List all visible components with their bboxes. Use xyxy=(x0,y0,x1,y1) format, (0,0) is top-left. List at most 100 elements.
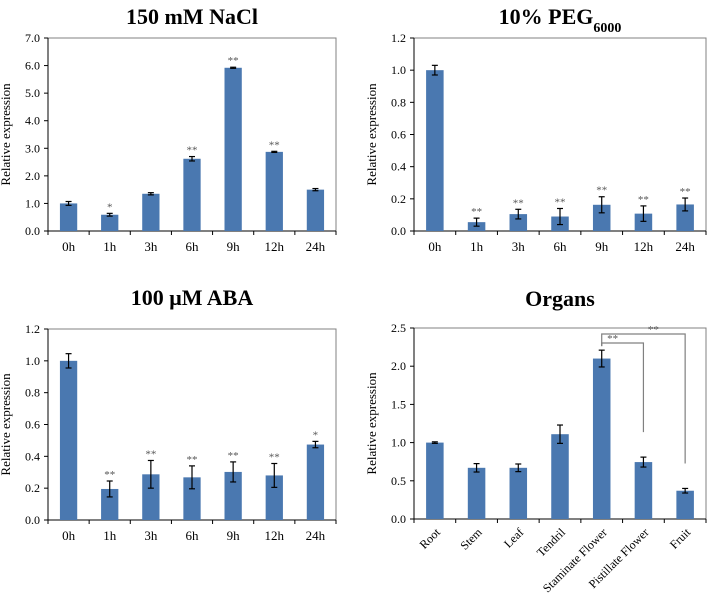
y-tick-label: 6.0 xyxy=(25,59,40,73)
x-tick-label: Leaf xyxy=(501,525,526,550)
bar xyxy=(634,213,653,231)
x-tick-label: 9h xyxy=(227,239,241,254)
x-tick-label: 1h xyxy=(103,239,117,254)
y-axis-label: Relative expression xyxy=(0,83,13,186)
y-tick-label: 0.0 xyxy=(391,512,406,526)
y-tick-label: 1.0 xyxy=(25,354,40,368)
bracket-label: ** xyxy=(648,324,659,336)
bar xyxy=(265,475,283,520)
x-tick-label: 6h xyxy=(186,528,200,543)
bar xyxy=(142,193,160,231)
y-tick-label: 3.0 xyxy=(25,141,40,155)
significance-label: ** xyxy=(228,55,239,67)
y-tick-label: 0.8 xyxy=(25,386,40,400)
x-tick-label: 12h xyxy=(634,239,654,254)
y-tick-label: 0.6 xyxy=(25,418,40,432)
significance-label: ** xyxy=(228,450,239,462)
y-tick-label: 4.0 xyxy=(25,114,40,128)
significance-label: ** xyxy=(269,139,280,151)
y-axis-label: Relative expression xyxy=(0,373,13,476)
y-tick-label: 0.2 xyxy=(25,481,40,495)
bar xyxy=(183,477,201,520)
chart-title-subscript: 6000 xyxy=(593,21,621,36)
x-tick-label: 1h xyxy=(470,239,484,254)
chart-title: 10% PEG6000 xyxy=(499,4,622,36)
bracket-label: ** xyxy=(607,333,618,345)
bar xyxy=(634,462,653,519)
y-tick-label: 5.0 xyxy=(25,86,40,100)
x-tick-label: 9h xyxy=(595,239,609,254)
y-tick-label: 1.2 xyxy=(25,322,40,336)
x-tick-label: 1h xyxy=(103,528,117,543)
x-tick-label: Tendril xyxy=(534,525,569,560)
bar xyxy=(59,203,78,231)
bar xyxy=(426,442,444,519)
bar xyxy=(509,214,528,231)
y-tick-label: 0.0 xyxy=(25,513,40,527)
x-tick-label: 3h xyxy=(144,528,158,543)
y-axis-label: Relative expression xyxy=(364,372,379,475)
x-tick-label: Stem xyxy=(457,525,485,553)
y-tick-label: 0.8 xyxy=(391,95,406,109)
x-tick-label: 12h xyxy=(265,528,285,543)
bar xyxy=(183,158,201,231)
y-tick-label: 0.0 xyxy=(25,224,40,238)
chart-title: 100 μM ABA xyxy=(131,285,254,310)
x-tick-label: 3h xyxy=(512,239,526,254)
bar xyxy=(509,467,528,519)
significance-label: ** xyxy=(513,197,524,209)
y-tick-label: 2.0 xyxy=(25,169,40,183)
bar xyxy=(592,204,611,231)
significance-label: ** xyxy=(680,186,691,198)
y-tick-label: 0.0 xyxy=(391,224,406,238)
y-tick-label: 7.0 xyxy=(25,31,40,45)
x-tick-label: 0h xyxy=(62,239,76,254)
y-tick-label: 1.0 xyxy=(391,63,406,77)
chart-title: Organs xyxy=(525,286,595,311)
y-tick-label: 1.2 xyxy=(391,31,406,45)
y-tick-label: 0.4 xyxy=(391,160,406,174)
x-tick-label: 24h xyxy=(306,528,326,543)
x-tick-label: 0h xyxy=(428,239,442,254)
x-tick-label: 12h xyxy=(265,239,285,254)
y-tick-label: 0.6 xyxy=(391,128,406,142)
significance-label: * xyxy=(107,201,113,213)
bar xyxy=(224,67,242,231)
x-tick-label: Root xyxy=(417,525,444,552)
y-tick-label: 0.5 xyxy=(391,474,406,488)
significance-label: ** xyxy=(187,145,198,157)
significance-label: ** xyxy=(104,469,115,481)
bar xyxy=(676,204,694,231)
significance-label: ** xyxy=(596,185,607,197)
bar xyxy=(59,360,78,520)
bar xyxy=(101,214,119,231)
significance-label: ** xyxy=(555,196,566,208)
y-tick-label: 0.4 xyxy=(25,449,40,463)
bar xyxy=(306,444,325,520)
y-tick-label: 0.2 xyxy=(391,192,406,206)
x-tick-label: 9h xyxy=(227,528,241,543)
x-tick-label: 0h xyxy=(62,528,76,543)
chart-title: 150 mM NaCl xyxy=(126,4,258,29)
x-tick-label: 6h xyxy=(186,239,200,254)
significance-bracket xyxy=(601,333,686,464)
bar xyxy=(676,490,694,519)
y-tick-label: 1.0 xyxy=(391,436,406,450)
x-tick-label: 24h xyxy=(675,239,695,254)
bar xyxy=(142,474,160,520)
significance-label: ** xyxy=(187,454,198,466)
significance-label: ** xyxy=(269,451,280,463)
bar xyxy=(467,467,486,519)
bar xyxy=(224,471,242,520)
y-tick-label: 2.5 xyxy=(391,321,406,335)
bar xyxy=(592,358,611,519)
bar xyxy=(265,151,283,231)
x-tick-label: Fruit xyxy=(667,525,694,552)
significance-label: ** xyxy=(471,206,482,218)
significance-label: * xyxy=(313,429,319,441)
x-tick-label: 24h xyxy=(306,239,326,254)
bar xyxy=(101,488,119,520)
bar xyxy=(551,434,569,519)
